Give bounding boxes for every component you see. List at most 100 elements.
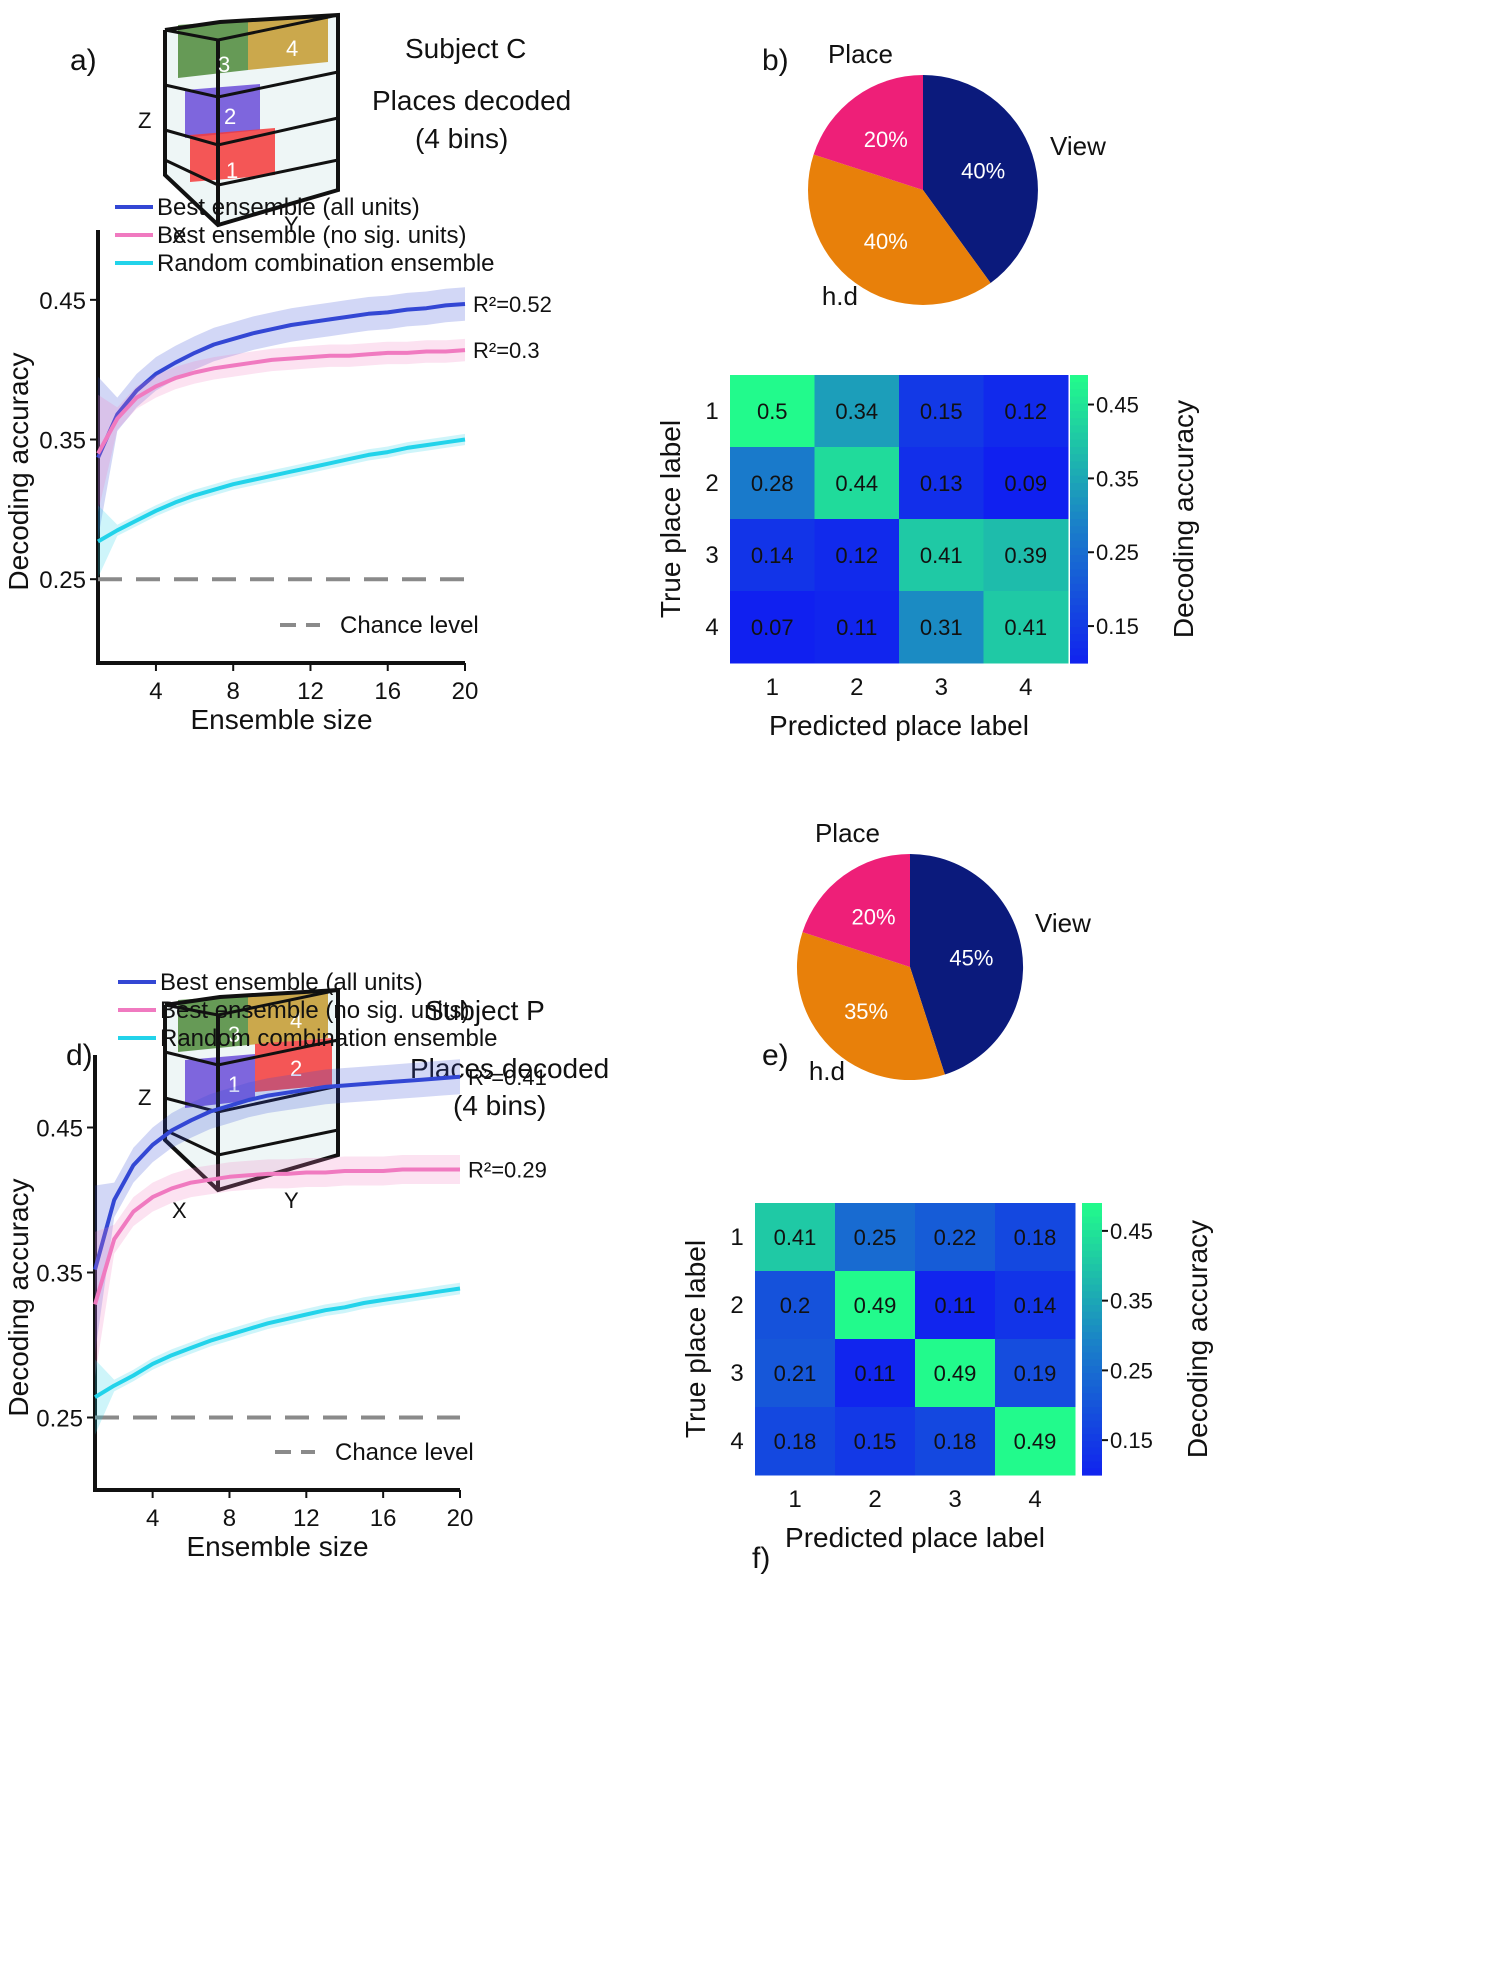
heat-value-f-2-4: 0.14	[1014, 1293, 1057, 1318]
heat-y-label-f: True place label	[680, 1240, 711, 1438]
colorbar-step-c-3	[1070, 396, 1088, 405]
cube-top-label-2: 2	[224, 104, 236, 129]
x-axis-label-a: Ensemble size	[190, 704, 372, 735]
colorbar-step-f-35	[1082, 1441, 1102, 1449]
colorbar-step-f-21	[1082, 1345, 1102, 1354]
colorbar-step-f-29	[1082, 1400, 1102, 1408]
heat-value-f-3-3: 0.49	[934, 1361, 977, 1386]
legend-label-d-2: Random combination ensemble	[160, 1025, 498, 1052]
panel-label-a: a)	[70, 44, 97, 77]
heat-x-label-f: Predicted place label	[785, 1522, 1045, 1553]
panel-label-f: f)	[752, 1542, 770, 1575]
heat-value-c-2-1: 0.28	[751, 471, 794, 496]
pie-label-b-0: View	[1050, 131, 1106, 161]
heat-cell-f-1-4	[995, 1203, 1076, 1272]
heat-value-c-2-4: 0.09	[1004, 471, 1047, 496]
colorbar-step-f-2	[1082, 1216, 1102, 1224]
colorbar-step-f-23	[1082, 1359, 1102, 1367]
heat-value-c-3-1: 0.14	[751, 543, 794, 568]
heat-value-c-4-3: 0.31	[920, 615, 963, 640]
heat-value-f-4-4: 0.49	[1014, 1429, 1057, 1454]
heat-col-label-f-0: 1	[788, 1486, 801, 1513]
colorbar-tick-label-c-1: 0.25	[1096, 540, 1139, 565]
pie-pct-b-2: 20%	[864, 127, 908, 152]
x-tick-label-a-4: 20	[452, 678, 479, 705]
colorbar-step-f-13	[1082, 1291, 1102, 1299]
series-band-d-2	[95, 1282, 460, 1435]
colorbar-step-f-30	[1082, 1407, 1102, 1415]
cube-top-axis-y: Y	[284, 212, 299, 237]
series-line-d-0	[93, 1074, 461, 1271]
panel-label-d: d)	[66, 1039, 93, 1072]
pie-chart-b: 40% View 40% h.d 20% Place	[807, 39, 1106, 311]
colorbar-step-f-15	[1082, 1305, 1102, 1313]
series-band-d-0	[95, 1059, 460, 1354]
colorbar-step-f-8	[1082, 1257, 1102, 1265]
heat-value-c-3-3: 0.41	[920, 543, 963, 568]
colorbar-step-c-4	[1070, 403, 1088, 412]
pie-slice-b-place	[813, 75, 923, 190]
colorbar-step-c-34	[1070, 619, 1088, 628]
colorbar-step-c-11	[1070, 454, 1088, 462]
cube-bottom-label-3: 3	[228, 1022, 240, 1047]
chance-legend-label-d: Chance level	[335, 1439, 474, 1466]
heat-cell-c-2-1	[730, 447, 815, 520]
heat-cell-c-4-2	[814, 591, 900, 664]
heat-cell-f-1-2	[835, 1203, 916, 1272]
colorbar-step-c-8	[1070, 432, 1088, 441]
heat-value-c-2-3: 0.13	[920, 471, 963, 496]
colorbar-tick-label-f-1: 0.25	[1110, 1358, 1153, 1383]
colorbar-step-c-1	[1070, 382, 1088, 390]
subject-c-title: Subject C	[405, 33, 526, 64]
heat-value-c-4-2: 0.11	[836, 615, 877, 640]
heat-cell-f-2-2	[835, 1271, 916, 1340]
colorbar-step-c-0	[1070, 375, 1088, 383]
heat-cell-f-4-4	[995, 1407, 1076, 1476]
series-line-a-2	[96, 437, 466, 544]
heat-cell-c-2-3	[899, 447, 984, 520]
heat-cell-f-2-1	[755, 1271, 836, 1340]
heat-row-label-f-1: 2	[730, 1292, 743, 1319]
pie-pct-e-2: 20%	[851, 905, 895, 930]
heat-value-c-4-1: 0.07	[751, 615, 794, 640]
colorbar-step-c-38	[1070, 648, 1088, 657]
x-tick-label-a-1: 8	[227, 678, 240, 705]
colorbar-step-c-37	[1070, 641, 1088, 650]
cube-top-label-1: 1	[226, 158, 238, 183]
series-line-a-0	[96, 302, 466, 459]
colorbar-step-c-22	[1070, 533, 1088, 542]
colorbar-step-f-25	[1082, 1373, 1102, 1381]
colorbar-step-c-29	[1070, 583, 1088, 592]
colorbar-step-f-16	[1082, 1311, 1102, 1320]
colorbar-step-c-13	[1070, 468, 1088, 477]
r2-label-a-0: R²=0.52	[473, 292, 552, 317]
heat-cell-f-2-3	[915, 1271, 996, 1340]
heat-cell-c-4-4	[983, 591, 1069, 664]
colorbar-step-c-20	[1070, 519, 1088, 527]
colorbar-step-f-9	[1082, 1264, 1102, 1272]
x-tick-label-d-0: 4	[146, 1505, 159, 1532]
pie-chart-e: 45% View 35% h.d 20% Place	[796, 818, 1091, 1086]
chance-legend-label-a: Chance level	[340, 612, 479, 639]
heat-x-label-c: Predicted place label	[769, 710, 1029, 741]
colorbar-step-f-5	[1082, 1237, 1102, 1245]
colorbar-step-c-23	[1070, 540, 1088, 549]
cube-top-label-4: 4	[286, 36, 298, 61]
pie-slice-e-place	[802, 854, 910, 967]
heat-value-c-1-3: 0.15	[920, 399, 963, 424]
pie-pct-e-1: 35%	[844, 999, 888, 1024]
colorbar-step-f-36	[1082, 1447, 1102, 1456]
heat-cell-c-3-3	[899, 519, 984, 592]
legend-label-d-0: Best ensemble (all units)	[160, 969, 423, 996]
heat-value-c-1-2: 0.34	[835, 399, 878, 424]
colorbar-step-f-24	[1082, 1366, 1102, 1374]
heat-cell-f-4-3	[915, 1407, 996, 1476]
colorbar-step-c-6	[1070, 418, 1088, 426]
x-tick-label-a-2: 12	[297, 678, 324, 705]
colorbar-step-c-12	[1070, 461, 1088, 470]
pie-label-b-2: Place	[828, 39, 893, 69]
heat-value-c-3-2: 0.12	[835, 543, 878, 568]
series-band-d-1	[95, 1155, 460, 1377]
